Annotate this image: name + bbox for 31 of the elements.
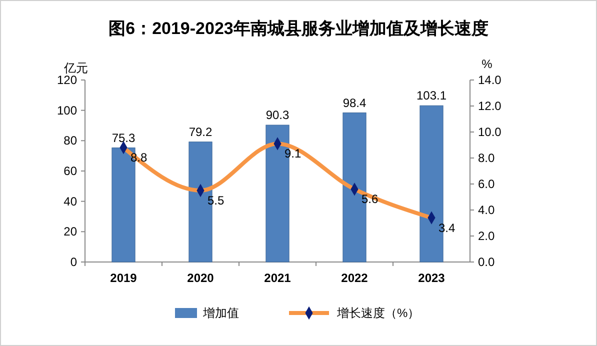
legend-label: 增长速度（%） — [336, 306, 420, 320]
x-tick-label: 2022 — [341, 271, 368, 285]
y-tick-label: 60 — [64, 164, 78, 178]
data-label: 90.3 — [266, 108, 290, 122]
y-tick-label: 80 — [64, 134, 78, 148]
y-tick-label: 100 — [56, 103, 78, 118]
y-axis-title: 亿元 — [63, 61, 88, 75]
y2-tick-label: 0.0 — [478, 255, 496, 269]
y2-axis-title: % — [482, 57, 493, 71]
data-label: 8.8 — [130, 150, 148, 165]
legend-label: 增加值 — [202, 306, 239, 320]
x-tick-label: 2023 — [418, 271, 446, 285]
y2-tick-label: 4.0 — [478, 203, 496, 217]
y-tick-label: 20 — [64, 224, 78, 239]
y2-tick-label: 8.0 — [478, 151, 496, 165]
y2-tick-label: 12.0 — [478, 99, 502, 113]
data-label: 79.2 — [188, 124, 212, 139]
y-tick-label: 40 — [64, 194, 78, 208]
y2-tick-label: 14.0 — [478, 73, 502, 87]
y2-tick-label: 10.0 — [478, 125, 502, 139]
x-tick-label: 2019 — [110, 271, 138, 285]
y2-tick-label: 2.0 — [478, 229, 496, 243]
data-label: 75.3 — [112, 130, 136, 145]
y-tick-label: 0 — [70, 255, 78, 269]
data-label: 103.1 — [416, 88, 447, 103]
x-tick-label: 2020 — [187, 271, 214, 285]
chart-title: 图6：2019-2023年南城县服务业增加值及增长速度 — [108, 19, 488, 38]
x-tick-label: 2021 — [264, 271, 292, 285]
data-label: 98.4 — [342, 96, 366, 110]
y-tick-label: 120 — [56, 73, 78, 87]
y2-tick-label: 6.0 — [478, 177, 496, 191]
